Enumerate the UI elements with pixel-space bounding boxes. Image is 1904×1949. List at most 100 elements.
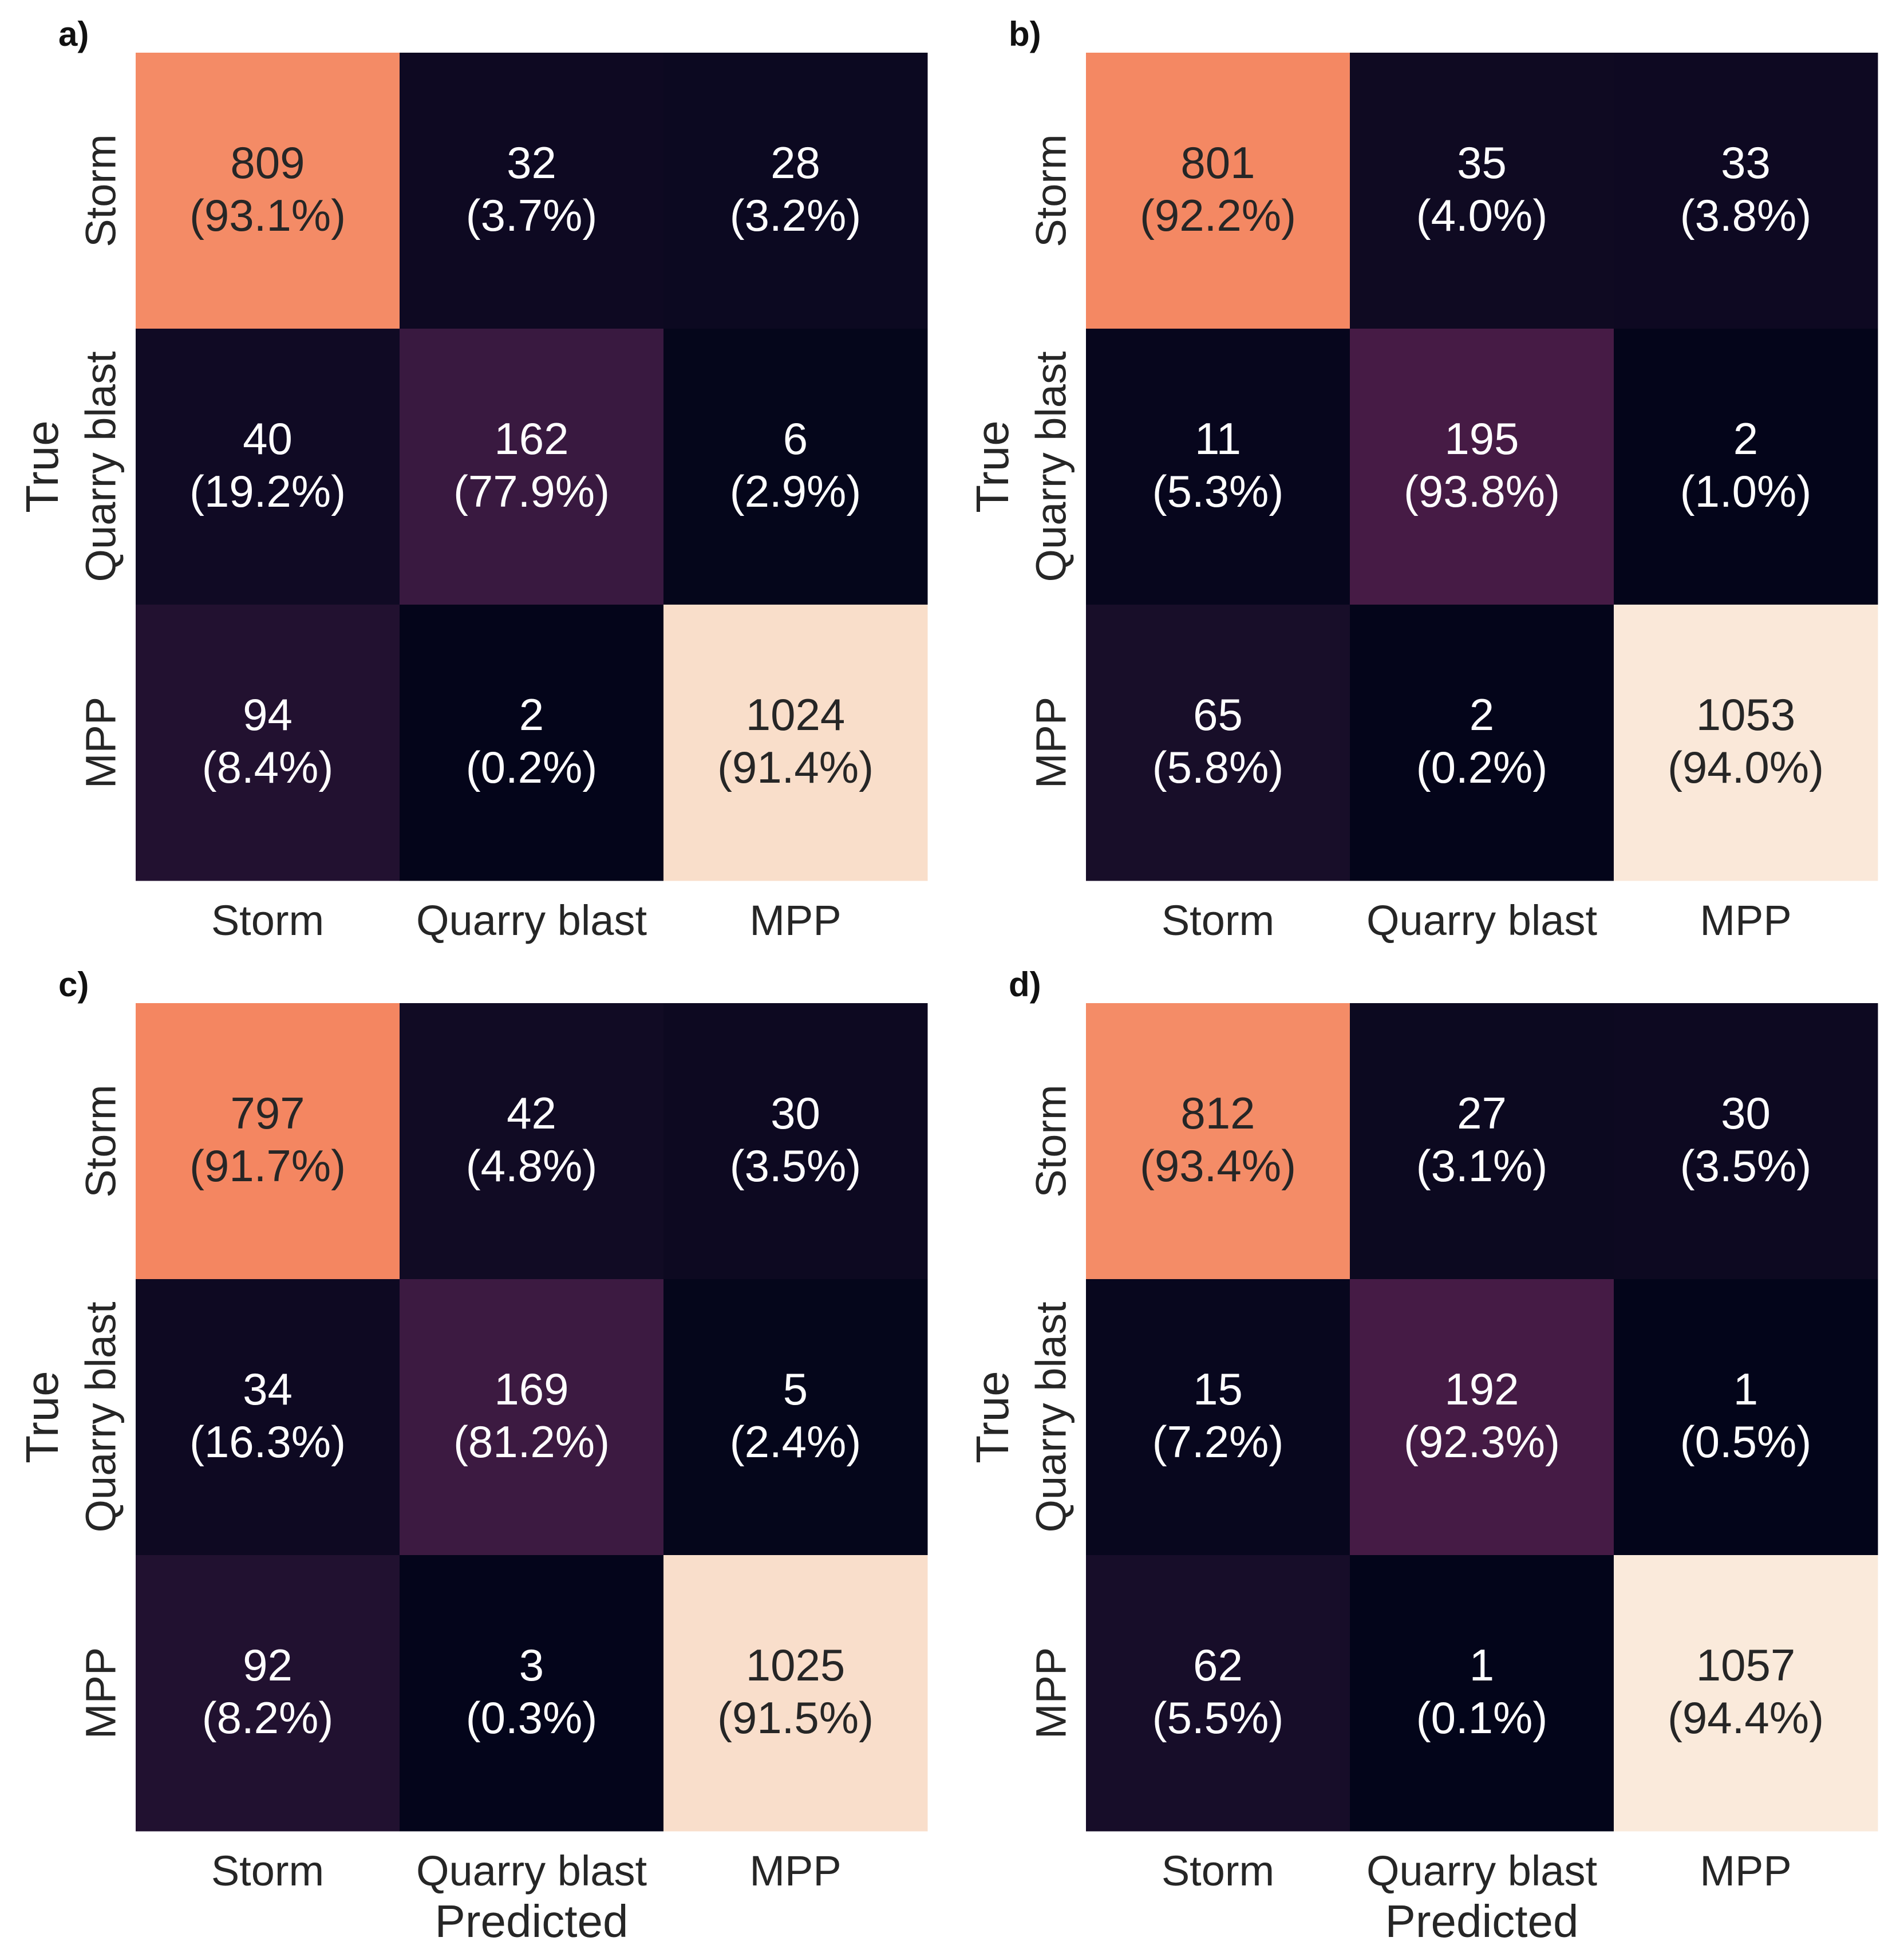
cell-percent-r0-c2: (3.8%) [1680, 190, 1812, 240]
cell-percent-r0-c1: (3.1%) [1416, 1141, 1548, 1191]
y-tick-label-0: Storm [1028, 1084, 1075, 1197]
cell-percent-r2-c1: (0.2%) [1416, 742, 1548, 792]
heatmap-cell-r1-c0 [1086, 329, 1350, 605]
cell-percent-r2-c0: (8.4%) [202, 742, 334, 792]
y-tick-label-1: Quarry blast [1028, 351, 1075, 582]
cell-percent-r1-c1: (81.2%) [453, 1417, 610, 1467]
cell-count-r0-c0: 809 [230, 137, 305, 188]
cell-percent-r2-c2: (94.4%) [1668, 1692, 1824, 1743]
cell-count-r1-c1: 169 [494, 1364, 568, 1414]
x-axis-label: Predicted [435, 1896, 629, 1947]
cell-count-r0-c2: 33 [1721, 137, 1771, 188]
y-axis-label: True [967, 1371, 1018, 1463]
cell-percent-r0-c1: (3.7%) [466, 190, 598, 240]
y-tick-label-0: Storm [77, 1084, 125, 1197]
y-tick-label-0: Storm [77, 134, 125, 247]
cell-percent-r1-c2: (0.5%) [1680, 1417, 1812, 1467]
y-tick-label-1: Quarry blast [77, 351, 125, 582]
cell-percent-r1-c0: (7.2%) [1152, 1417, 1284, 1467]
cell-count-r1-c1: 192 [1444, 1364, 1519, 1414]
cell-percent-r0-c2: (3.5%) [730, 1141, 862, 1191]
cell-percent-r1-c1: (77.9%) [453, 466, 610, 516]
cell-count-r0-c1: 42 [507, 1088, 556, 1138]
cell-percent-r2-c0: (5.8%) [1152, 742, 1284, 792]
x-tick-label-0: Storm [211, 897, 324, 944]
panel-c: 797(91.7%)42(4.8%)30(3.5%)34(16.3%)169(8… [17, 965, 928, 1947]
cell-percent-r0-c0: (93.1%) [189, 190, 346, 240]
cell-percent-r2-c1: (0.2%) [466, 742, 598, 792]
cell-percent-r2-c2: (91.4%) [717, 742, 874, 792]
cell-percent-r1-c2: (2.4%) [730, 1417, 862, 1467]
y-axis-label: True [17, 420, 68, 513]
heatmap-cell-r2-c0 [1086, 605, 1350, 881]
cell-count-r0-c1: 35 [1457, 137, 1507, 188]
cell-count-r2-c0: 94 [243, 689, 293, 740]
cell-count-r0-c2: 28 [771, 137, 820, 188]
x-axis-label: Predicted [1385, 1896, 1579, 1947]
heatmap-cell-r0-c1 [400, 53, 664, 329]
cell-count-r1-c1: 162 [494, 413, 568, 464]
y-axis-label: True [17, 1371, 68, 1463]
cell-count-r0-c1: 27 [1457, 1088, 1507, 1138]
cell-percent-r0-c0: (92.2%) [1140, 190, 1296, 240]
cell-percent-r1-c0: (19.2%) [189, 466, 346, 516]
heatmap-cell-r0-c2 [1614, 53, 1878, 329]
heatmap-cell-r0-c0 [136, 53, 400, 329]
heatmap-cell-r1-c0 [136, 329, 400, 605]
panel-label: b) [1009, 15, 1041, 53]
heatmap-cell-r2-c1 [400, 605, 664, 881]
heatmap-cell-r2-c0 [136, 605, 400, 881]
x-tick-label-0: Storm [211, 1847, 324, 1895]
cell-count-r2-c2: 1053 [1696, 689, 1796, 740]
x-tick-label-2: MPP [749, 1847, 841, 1895]
cell-count-r1-c0: 40 [243, 413, 293, 464]
cell-count-r1-c0: 15 [1193, 1364, 1243, 1414]
cell-percent-r1-c1: (93.8%) [1404, 466, 1560, 516]
y-tick-label-0: Storm [1028, 134, 1075, 247]
x-tick-label-2: MPP [749, 897, 841, 944]
cell-percent-r1-c0: (16.3%) [189, 1417, 346, 1467]
x-tick-label-1: Quarry blast [1366, 897, 1597, 944]
cell-percent-r0-c2: (3.2%) [730, 190, 862, 240]
cell-count-r0-c0: 797 [230, 1088, 305, 1138]
heatmap-cell-r1-c1 [1350, 329, 1614, 605]
cell-percent-r1-c2: (2.9%) [730, 466, 862, 516]
y-tick-label-1: Quarry blast [1028, 1301, 1075, 1532]
cell-count-r2-c0: 92 [243, 1640, 293, 1690]
cell-count-r2-c2: 1024 [746, 689, 846, 740]
heatmap-cell-r2-c1 [1350, 605, 1614, 881]
heatmap-cell-r2-c1 [1350, 1555, 1614, 1832]
panel-b: 801(92.2%) 35(4.0%) 33(3.8%) 11(5.3%) 195(93… [967, 15, 1878, 944]
heatmap-cell-r1-c0 [136, 1279, 400, 1556]
heatmap-cell-r0-c1 [400, 1003, 664, 1280]
cell-count-r0-c0: 812 [1180, 1088, 1255, 1138]
cell-count-r0-c2: 30 [1721, 1088, 1771, 1138]
heatmap-cell-r0-c2 [1614, 1003, 1878, 1280]
heatmap-cell-r1-c1 [400, 1279, 664, 1556]
cell-percent-r2-c2: (94.0%) [1668, 742, 1824, 792]
panel-d: 812(93.4%) 27(3.1%) 30(3.5%) 15(7.2%) 192(92… [967, 965, 1878, 1947]
cell-count-r2-c1: 2 [519, 689, 544, 740]
cell-percent-r2-c2: (91.5%) [717, 1692, 874, 1743]
heatmap-cell-r1-c1 [1350, 1279, 1614, 1556]
cell-count-r2-c0: 62 [1193, 1640, 1243, 1690]
cell-percent-r0-c0: (91.7%) [189, 1141, 346, 1191]
heatmap-cell-r1-c2 [663, 329, 928, 605]
cell-percent-r1-c2: (1.0%) [1680, 466, 1812, 516]
x-tick-label-0: Storm [1162, 1847, 1274, 1895]
panel-label: a) [58, 15, 89, 53]
heatmap-cell-r2-c0 [136, 1555, 400, 1832]
cell-count-r2-c1: 1 [1470, 1640, 1494, 1690]
y-axis-label: True [967, 420, 1018, 513]
heatmap-cell-r2-c2 [1614, 605, 1878, 881]
heatmap-cell-r1-c2 [663, 1279, 928, 1556]
heatmap-cell-r0-c1 [1350, 53, 1614, 329]
cell-percent-r0-c1: (4.8%) [466, 1141, 598, 1191]
cell-count-r0-c0: 801 [1180, 137, 1255, 188]
cell-percent-r1-c1: (92.3%) [1404, 1417, 1560, 1467]
cell-count-r1-c2: 5 [783, 1364, 808, 1414]
cell-count-r1-c2: 1 [1733, 1364, 1758, 1414]
x-tick-label-2: MPP [1700, 897, 1791, 944]
cell-percent-r2-c0: (5.5%) [1152, 1692, 1284, 1743]
